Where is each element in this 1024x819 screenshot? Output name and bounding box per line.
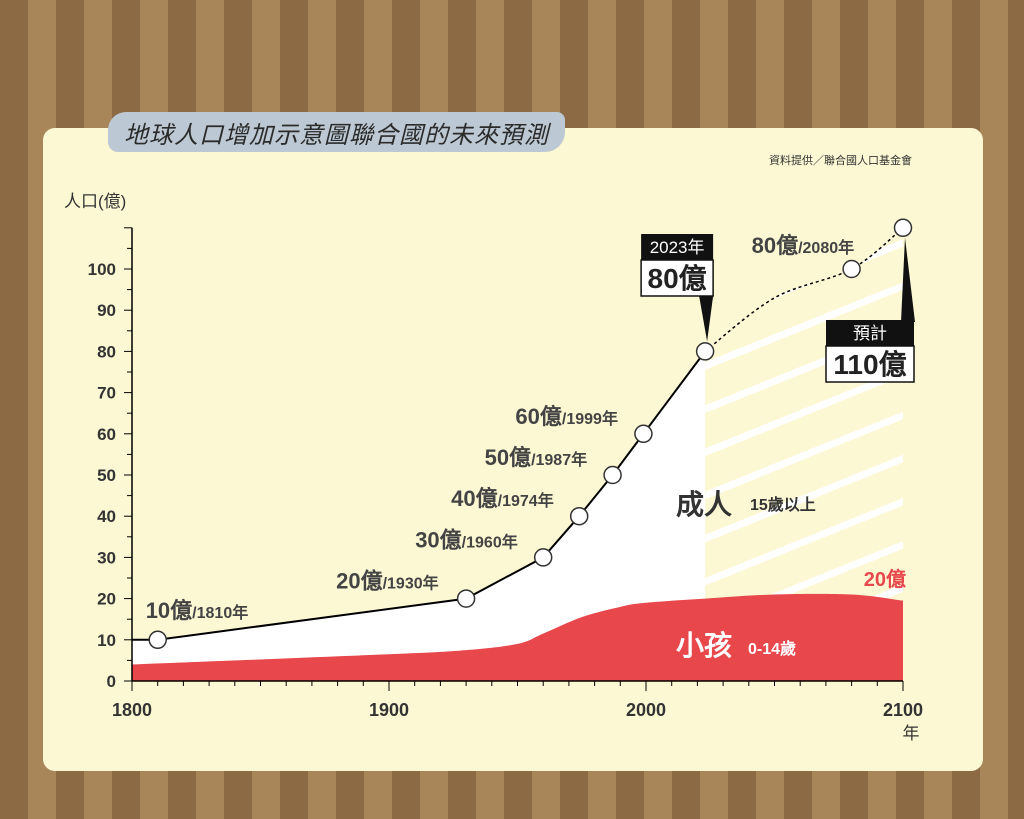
point-label: 10億/1810年: [146, 598, 249, 623]
point-label: 80億/2080年: [752, 233, 855, 258]
chart-title: 地球人口增加示意圖聯合國的未來預測: [124, 120, 549, 149]
title-banner: 地球人口增加示意圖聯合國的未來預測: [108, 112, 565, 152]
point-label-year: /1999年: [562, 409, 618, 428]
point-label-year: /2080年: [798, 238, 854, 257]
x-tick-label: 2100: [883, 700, 923, 720]
x-tick-label: 2000: [626, 700, 666, 720]
adults-label: 成人: [676, 489, 732, 520]
data-point: [148, 630, 167, 650]
callout-bottom-text: 80億: [648, 263, 707, 294]
data-point: [603, 465, 622, 485]
x-axis-unit: 年: [903, 724, 920, 743]
callout-body: [825, 345, 915, 383]
point-label-value: 80億: [752, 233, 798, 258]
data-point: [842, 259, 861, 279]
y-tick-label: 0: [107, 672, 116, 691]
data-point: [569, 506, 589, 526]
point-label-year: /1974年: [498, 491, 554, 510]
y-tick-label: 30: [97, 548, 116, 567]
callout-body: [640, 259, 714, 297]
point-label: 60億/1999年: [515, 404, 618, 429]
callout-pointer: [699, 296, 714, 342]
point-label-value: 50億: [485, 445, 531, 470]
children-projection-label: 20億: [864, 567, 906, 591]
y-tick-label: 20: [97, 590, 116, 609]
y-tick-label: 80: [97, 342, 116, 361]
point-label-value: 20億: [336, 569, 382, 594]
callout-header: [826, 320, 914, 346]
y-tick-label: 90: [97, 301, 116, 320]
projection-line: [704, 227, 904, 352]
x-tick-label: 1800: [112, 700, 152, 720]
y-tick-label: 10: [97, 631, 116, 650]
point-label-value: 30億: [415, 527, 461, 552]
point-label-year: /1810年: [192, 603, 248, 622]
x-tick-label: 1900: [369, 700, 409, 720]
data-point: [634, 424, 653, 444]
point-label-year: /1960年: [462, 532, 518, 551]
point-label: 50億/1987年: [485, 445, 588, 470]
source-note: 資料提供／聯合國人口基金會: [769, 154, 912, 167]
point-label-value: 10億: [146, 598, 192, 623]
y-tick-label: 50: [97, 466, 116, 485]
data-point: [893, 218, 913, 238]
adults-area: [132, 351, 706, 681]
children-label: 小孩: [676, 629, 732, 661]
callout-header: [641, 234, 714, 260]
y-axis-label: 人口(億): [64, 192, 126, 211]
data-point: [456, 589, 476, 608]
point-label: 20億/1930年: [336, 569, 439, 594]
point-label-value: 60億: [515, 404, 561, 429]
data-point: [695, 342, 715, 361]
callout-pointer: [901, 237, 915, 322]
y-tick-label: 70: [97, 384, 116, 403]
children-note: 0-14歲: [748, 639, 796, 658]
y-tick-label: 40: [97, 507, 116, 526]
callout-2100: 預計 110億: [825, 320, 915, 383]
adults-note: 15歲以上: [750, 495, 816, 514]
callout-2023: 2023年 80億: [640, 234, 714, 297]
callout-bottom-text: 110億: [833, 349, 906, 380]
point-label-year: /1930年: [383, 574, 439, 593]
point-label-value: 40億: [451, 486, 497, 511]
children-area: [132, 593, 903, 681]
point-label: 30億/1960年: [415, 527, 518, 552]
point-label-year: /1987年: [531, 450, 587, 469]
y-tick-label: 100: [88, 260, 116, 279]
point-label: 40億/1974年: [451, 486, 554, 511]
data-point: [533, 548, 553, 567]
y-tick-label: 60: [97, 425, 116, 444]
callout-top-text: 預計: [853, 324, 887, 343]
callout-top-text: 2023年: [650, 238, 705, 257]
